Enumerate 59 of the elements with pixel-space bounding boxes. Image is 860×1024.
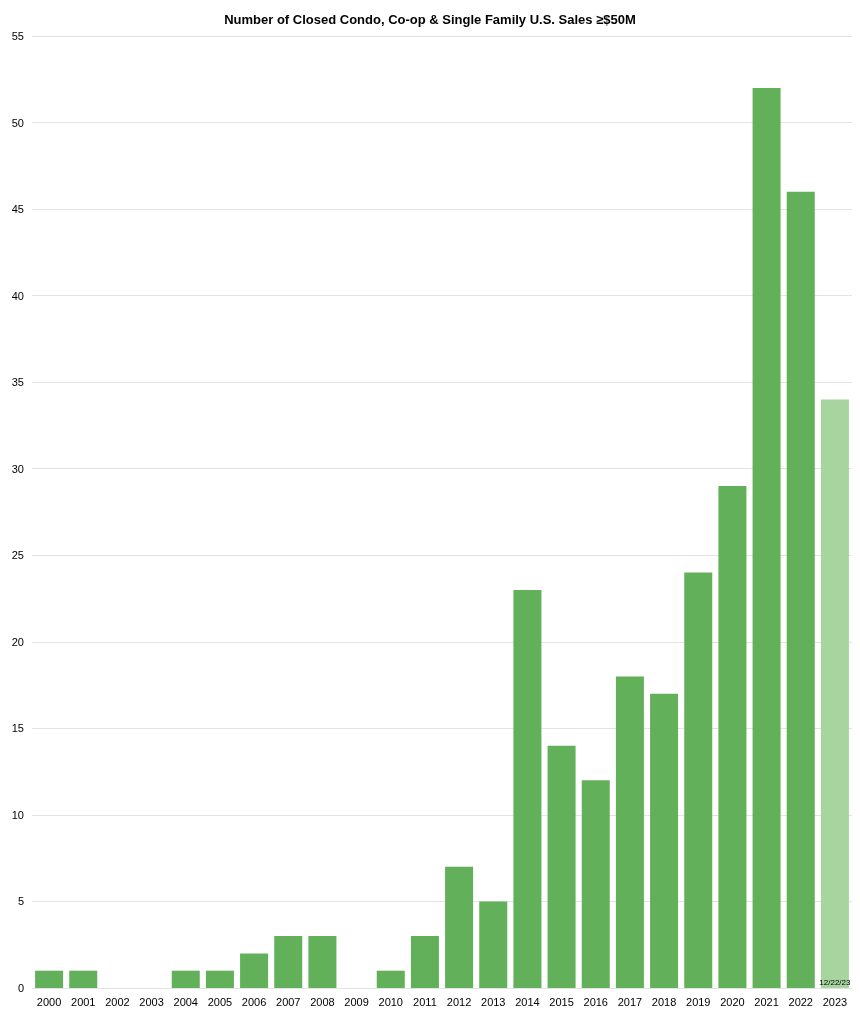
bar <box>718 486 747 988</box>
bar <box>513 589 542 988</box>
bar <box>615 676 644 988</box>
x-tick-label: 2007 <box>276 995 301 1008</box>
bar <box>684 572 713 988</box>
y-tick-label: 15 <box>11 722 24 735</box>
annotation: 12/22/23 <box>819 977 852 987</box>
x-tick-label: 2000 <box>36 995 62 1008</box>
y-tick-label: 30 <box>11 462 24 475</box>
x-tick-label: 2004 <box>173 995 198 1008</box>
x-tick-label: 2015 <box>549 995 574 1008</box>
bar <box>786 191 815 988</box>
x-tick-label: 2005 <box>207 995 233 1008</box>
x-tick-label: 2017 <box>617 995 643 1008</box>
bar <box>171 970 200 988</box>
x-tick-label: 2016 <box>583 995 608 1008</box>
x-tick-label: 2021 <box>754 995 779 1008</box>
bar <box>240 953 269 988</box>
bar <box>479 901 508 988</box>
x-tick-label: 2013 <box>481 995 506 1008</box>
x-tick-label: 2014 <box>515 995 540 1008</box>
y-tick-label: 45 <box>11 203 24 216</box>
x-tick-label: 2012 <box>446 995 472 1008</box>
bar <box>308 936 337 988</box>
bar <box>274 936 303 988</box>
y-tick-label: 25 <box>11 549 24 562</box>
y-tick-label: 20 <box>11 635 24 648</box>
y-tick-label: 5 <box>17 895 24 908</box>
bar <box>35 970 64 988</box>
y-tick-label: 10 <box>11 808 24 821</box>
bar <box>376 970 405 988</box>
x-tick-label: 2002 <box>105 995 130 1008</box>
bar <box>581 780 610 988</box>
bar <box>445 866 474 988</box>
y-tick-label: 40 <box>11 289 24 302</box>
bar <box>69 970 98 988</box>
y-tick-label: 35 <box>11 376 24 389</box>
x-tick-label: 2020 <box>720 995 745 1008</box>
x-tick-label: 2003 <box>139 995 164 1008</box>
x-tick-label: 2011 <box>413 995 437 1008</box>
x-tick-label: 2008 <box>310 995 335 1008</box>
x-tick-label: 2010 <box>378 995 403 1008</box>
x-tick-label: 2006 <box>241 995 267 1008</box>
x-tick-label: 2009 <box>344 995 369 1008</box>
x-tick-label: 2019 <box>686 995 711 1008</box>
bar <box>410 936 439 988</box>
x-tick-label: 2001 <box>71 995 96 1008</box>
bar <box>820 399 849 988</box>
bar <box>650 693 679 988</box>
bar <box>547 745 576 988</box>
x-tick-label: 2018 <box>651 995 677 1008</box>
bar <box>205 970 234 988</box>
y-tick-label: 0 <box>17 982 24 994</box>
x-tick-label: 2023 <box>822 995 848 1008</box>
y-tick-label: 55 <box>11 30 24 42</box>
chart-title: Number of Closed Condo, Co-op & Single Family U.S. Sales ≥$50M <box>224 12 636 27</box>
x-tick-label: 2022 <box>788 995 813 1008</box>
bar <box>752 87 781 988</box>
y-tick-label: 50 <box>11 116 24 129</box>
